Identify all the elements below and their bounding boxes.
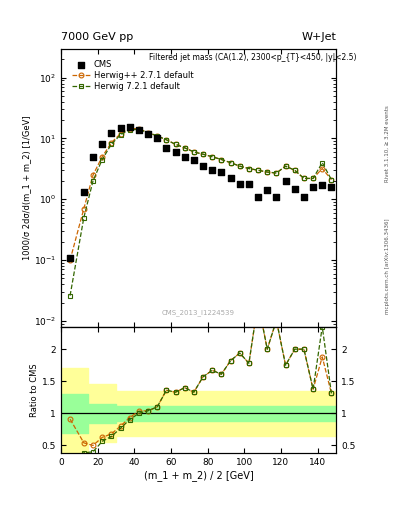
Herwig++ 2.7.1 default: [265, 169, 270, 175]
CMS: [90, 153, 96, 161]
CMS: [228, 174, 234, 182]
Herwig 7.2.1 default: [109, 141, 114, 147]
Herwig++ 2.7.1 default: [81, 206, 86, 212]
CMS: [99, 140, 105, 148]
Herwig 7.2.1 default: [182, 145, 187, 151]
CMS: [310, 183, 316, 191]
Herwig 7.2.1 default: [81, 215, 86, 221]
CMS: [173, 148, 179, 156]
Herwig++ 2.7.1 default: [274, 170, 279, 176]
CMS: [301, 193, 307, 201]
CMS: [283, 177, 289, 185]
Line: Herwig 7.2.1 default: Herwig 7.2.1 default: [68, 127, 334, 298]
Herwig++ 2.7.1 default: [164, 137, 169, 143]
Herwig++ 2.7.1 default: [100, 154, 105, 160]
CMS: [182, 153, 188, 161]
Herwig 7.2.1 default: [246, 165, 251, 172]
CMS: [163, 144, 169, 152]
Herwig 7.2.1 default: [191, 149, 196, 155]
CMS: [218, 168, 224, 176]
Herwig++ 2.7.1 default: [237, 163, 242, 169]
Herwig 7.2.1 default: [329, 177, 334, 183]
Herwig 7.2.1 default: [164, 137, 169, 143]
Herwig 7.2.1 default: [146, 130, 151, 136]
Herwig 7.2.1 default: [311, 175, 316, 181]
Herwig++ 2.7.1 default: [91, 172, 95, 178]
Herwig++ 2.7.1 default: [155, 133, 160, 139]
Herwig++ 2.7.1 default: [173, 141, 178, 147]
Y-axis label: Ratio to CMS: Ratio to CMS: [30, 363, 39, 417]
Herwig 7.2.1 default: [320, 160, 325, 166]
Herwig 7.2.1 default: [237, 163, 242, 169]
Text: Filtered jet mass (CA(1.2), 2300<p_{T}<450, |y|<2.5): Filtered jet mass (CA(1.2), 2300<p_{T}<4…: [149, 53, 356, 62]
Legend: CMS, Herwig++ 2.7.1 default, Herwig 7.2.1 default: CMS, Herwig++ 2.7.1 default, Herwig 7.2.…: [71, 58, 195, 93]
Herwig 7.2.1 default: [228, 160, 233, 166]
Herwig 7.2.1 default: [136, 126, 141, 133]
Herwig++ 2.7.1 default: [68, 257, 72, 263]
Herwig++ 2.7.1 default: [136, 125, 141, 132]
CMS: [209, 166, 215, 174]
CMS: [145, 130, 151, 138]
Herwig++ 2.7.1 default: [301, 175, 306, 181]
CMS: [191, 156, 197, 164]
Herwig 7.2.1 default: [301, 175, 306, 181]
Herwig++ 2.7.1 default: [311, 175, 316, 181]
Herwig 7.2.1 default: [265, 169, 270, 175]
Herwig++ 2.7.1 default: [127, 125, 132, 132]
Herwig++ 2.7.1 default: [320, 165, 325, 172]
Herwig 7.2.1 default: [100, 157, 105, 163]
CMS: [81, 188, 87, 197]
Herwig 7.2.1 default: [201, 151, 206, 157]
Herwig++ 2.7.1 default: [246, 165, 251, 172]
CMS: [108, 129, 114, 137]
Text: mcplots.cern.ch [arXiv:1306.3436]: mcplots.cern.ch [arXiv:1306.3436]: [385, 219, 389, 314]
Herwig 7.2.1 default: [274, 170, 279, 176]
CMS: [246, 180, 252, 188]
Herwig++ 2.7.1 default: [228, 160, 233, 166]
CMS: [136, 125, 142, 134]
Herwig++ 2.7.1 default: [219, 157, 224, 163]
Herwig 7.2.1 default: [118, 132, 123, 138]
CMS: [237, 180, 243, 188]
Herwig++ 2.7.1 default: [182, 145, 187, 151]
CMS: [255, 193, 261, 201]
Herwig++ 2.7.1 default: [283, 163, 288, 169]
CMS: [264, 186, 270, 195]
Text: 7000 GeV pp: 7000 GeV pp: [61, 32, 133, 42]
Herwig 7.2.1 default: [91, 178, 95, 184]
Herwig++ 2.7.1 default: [201, 151, 206, 157]
Herwig 7.2.1 default: [219, 157, 224, 163]
Herwig 7.2.1 default: [292, 167, 297, 173]
CMS: [67, 253, 73, 262]
Herwig 7.2.1 default: [127, 126, 132, 133]
Herwig++ 2.7.1 default: [292, 167, 297, 173]
CMS: [273, 193, 279, 201]
CMS: [154, 134, 160, 142]
Y-axis label: 1000/σ 2dσ/d(m_1 + m_2) [1/GeV]: 1000/σ 2dσ/d(m_1 + m_2) [1/GeV]: [22, 115, 31, 260]
Herwig++ 2.7.1 default: [329, 177, 334, 183]
Line: Herwig++ 2.7.1 default: Herwig++ 2.7.1 default: [68, 126, 334, 263]
Herwig++ 2.7.1 default: [256, 167, 261, 173]
Herwig++ 2.7.1 default: [146, 130, 151, 136]
CMS: [328, 183, 334, 191]
Text: W+Jet: W+Jet: [301, 32, 336, 42]
Herwig 7.2.1 default: [155, 133, 160, 139]
Herwig++ 2.7.1 default: [210, 154, 215, 160]
Text: Rivet 3.1.10, ≥ 3.2M events: Rivet 3.1.10, ≥ 3.2M events: [385, 105, 389, 182]
Herwig 7.2.1 default: [173, 141, 178, 147]
X-axis label: (m_1 + m_2) / 2 [GeV]: (m_1 + m_2) / 2 [GeV]: [143, 470, 253, 481]
Herwig++ 2.7.1 default: [118, 131, 123, 137]
CMS: [118, 123, 124, 132]
CMS: [200, 162, 206, 170]
CMS: [127, 123, 133, 131]
Herwig++ 2.7.1 default: [109, 140, 114, 146]
CMS: [292, 184, 298, 193]
Herwig 7.2.1 default: [210, 154, 215, 160]
CMS: [319, 181, 325, 189]
Herwig 7.2.1 default: [283, 163, 288, 169]
Herwig 7.2.1 default: [68, 292, 72, 298]
Text: CMS_2013_I1224539: CMS_2013_I1224539: [162, 309, 235, 315]
Herwig++ 2.7.1 default: [191, 149, 196, 155]
Herwig 7.2.1 default: [256, 167, 261, 173]
